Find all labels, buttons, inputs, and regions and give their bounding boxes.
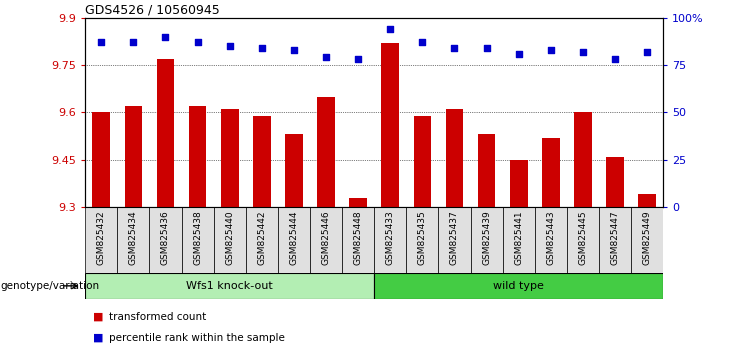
- Text: GSM825441: GSM825441: [514, 210, 523, 265]
- Bar: [253, 115, 270, 207]
- Bar: [278, 207, 310, 273]
- Point: [513, 51, 525, 57]
- Text: GSM825436: GSM825436: [161, 210, 170, 265]
- Text: GSM825444: GSM825444: [290, 210, 299, 265]
- Point: [481, 45, 493, 51]
- Point: [448, 45, 460, 51]
- Bar: [213, 207, 246, 273]
- Bar: [117, 207, 150, 273]
- Bar: [382, 43, 399, 207]
- Bar: [317, 97, 335, 207]
- Point: [192, 40, 204, 45]
- Point: [641, 49, 653, 55]
- Point: [224, 43, 236, 49]
- Bar: [310, 207, 342, 273]
- Bar: [85, 207, 117, 273]
- Bar: [285, 135, 303, 207]
- Text: Wfs1 knock-out: Wfs1 knock-out: [186, 281, 273, 291]
- Text: GSM825438: GSM825438: [193, 210, 202, 265]
- Text: GSM825432: GSM825432: [97, 210, 106, 265]
- Text: GSM825434: GSM825434: [129, 210, 138, 265]
- Bar: [342, 207, 374, 273]
- Point: [288, 47, 300, 53]
- Bar: [638, 194, 656, 207]
- Text: GSM825442: GSM825442: [257, 210, 266, 265]
- Bar: [413, 115, 431, 207]
- Bar: [246, 207, 278, 273]
- Text: GSM825445: GSM825445: [579, 210, 588, 265]
- Text: wild type: wild type: [494, 281, 544, 291]
- Bar: [374, 273, 663, 299]
- Bar: [574, 113, 592, 207]
- Text: GSM825449: GSM825449: [642, 210, 651, 265]
- Bar: [502, 207, 535, 273]
- Bar: [567, 207, 599, 273]
- Text: GSM825439: GSM825439: [482, 210, 491, 265]
- Text: GSM825443: GSM825443: [546, 210, 555, 265]
- Bar: [374, 207, 406, 273]
- Bar: [510, 160, 528, 207]
- Point: [159, 34, 171, 40]
- Point: [96, 40, 107, 45]
- Text: GSM825446: GSM825446: [322, 210, 330, 265]
- Text: transformed count: transformed count: [109, 312, 206, 322]
- Bar: [439, 207, 471, 273]
- Bar: [189, 106, 207, 207]
- Bar: [606, 156, 624, 207]
- Point: [352, 57, 364, 62]
- Bar: [150, 207, 182, 273]
- Bar: [221, 109, 239, 207]
- Bar: [124, 106, 142, 207]
- Bar: [182, 207, 213, 273]
- Point: [545, 47, 556, 53]
- Point: [256, 45, 268, 51]
- Text: GSM825437: GSM825437: [450, 210, 459, 265]
- Point: [127, 40, 139, 45]
- Bar: [156, 59, 174, 207]
- Text: GSM825433: GSM825433: [386, 210, 395, 265]
- Point: [416, 40, 428, 45]
- Bar: [599, 207, 631, 273]
- Bar: [349, 198, 367, 207]
- Bar: [406, 207, 439, 273]
- Text: GSM825435: GSM825435: [418, 210, 427, 265]
- Bar: [535, 207, 567, 273]
- Text: genotype/variation: genotype/variation: [1, 281, 100, 291]
- Text: ■: ■: [93, 333, 103, 343]
- Bar: [85, 273, 374, 299]
- Text: GDS4526 / 10560945: GDS4526 / 10560945: [85, 4, 220, 17]
- Point: [320, 55, 332, 60]
- Bar: [93, 113, 110, 207]
- Text: ■: ■: [93, 312, 103, 322]
- Text: percentile rank within the sample: percentile rank within the sample: [109, 333, 285, 343]
- Bar: [478, 135, 496, 207]
- Text: GSM825448: GSM825448: [353, 210, 362, 265]
- Bar: [542, 138, 559, 207]
- Bar: [445, 109, 463, 207]
- Text: GSM825440: GSM825440: [225, 210, 234, 265]
- Point: [577, 49, 589, 55]
- Point: [385, 26, 396, 32]
- Point: [609, 57, 621, 62]
- Text: GSM825447: GSM825447: [611, 210, 619, 265]
- Bar: [471, 207, 502, 273]
- Bar: [631, 207, 663, 273]
